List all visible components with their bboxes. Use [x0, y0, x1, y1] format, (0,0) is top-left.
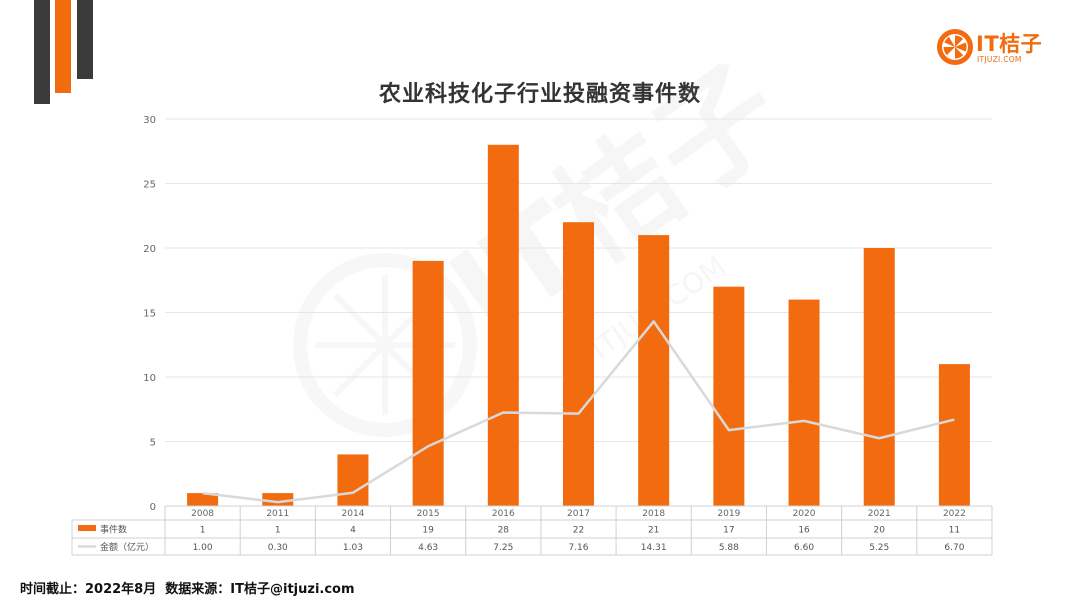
x-tick-label: 2011 [266, 509, 289, 519]
data-label-amount: 7.16 [568, 543, 588, 553]
orange-slice-icon [937, 29, 973, 65]
bar-2015 [412, 260, 444, 506]
data-label-events: 11 [949, 526, 960, 536]
bar-2008 [187, 493, 219, 506]
data-label-events: 20 [874, 526, 886, 536]
y-tick-label: 10 [143, 373, 156, 384]
decor-stripe-orange [55, 0, 71, 93]
bar-2019 [713, 286, 745, 506]
x-tick-label: 2014 [342, 509, 365, 519]
data-label-amount: 6.60 [794, 543, 814, 553]
x-tick-label: 2016 [492, 509, 515, 519]
chart-title: 农业科技化子行业投融资事件数 [378, 82, 701, 107]
data-label-amount: 1.03 [343, 543, 363, 553]
data-label-events: 4 [350, 526, 356, 536]
data-label-events: 17 [723, 526, 734, 536]
x-tick-label: 2019 [717, 509, 740, 519]
x-tick-label: 2020 [793, 509, 816, 519]
data-label-amount: 0.30 [268, 543, 288, 553]
x-tick-label: 2022 [943, 509, 966, 519]
data-label-amount: 6.70 [944, 543, 964, 553]
y-tick-label: 30 [143, 115, 156, 126]
bar-2020 [788, 299, 820, 506]
data-label-events: 19 [422, 526, 434, 536]
y-tick-label: 0 [150, 502, 156, 513]
bar-2022 [938, 364, 970, 506]
y-tick-label: 5 [150, 438, 156, 449]
bar-2021 [863, 248, 895, 506]
footer-date: 时间截止：2022年8月 [20, 582, 157, 597]
data-label-amount: 5.88 [719, 543, 739, 553]
data-label-amount: 14.31 [641, 543, 667, 553]
data-label-events: 21 [648, 526, 659, 536]
x-tick-label: 2017 [567, 509, 590, 519]
legend-key-events [78, 525, 96, 531]
legend-label-amount: 金额（亿元） [100, 541, 154, 553]
data-label-events: 1 [200, 526, 206, 536]
decor-stripe-dark-2 [77, 0, 93, 79]
data-label-amount: 1.00 [193, 543, 213, 553]
data-label-amount: 7.25 [493, 543, 513, 553]
bar-2011 [262, 493, 294, 506]
x-tick-label: 2008 [191, 509, 214, 519]
decor-stripe-dark-1 [34, 0, 50, 104]
watermark-orange-icon [293, 253, 477, 437]
bar-2018 [638, 235, 670, 506]
logo-text: IT桔子 [976, 32, 1043, 56]
y-tick-label: 25 [143, 180, 156, 191]
x-tick-label: 2015 [417, 509, 440, 519]
line-series-amount [202, 320, 955, 504]
bar-2017 [563, 222, 594, 506]
logo-subtext: ITJUZI.COM [977, 55, 1022, 64]
bar-2016 [487, 144, 519, 507]
data-label-events: 28 [498, 526, 510, 536]
legend-label-events: 事件数 [100, 524, 127, 536]
y-tick-label: 20 [143, 244, 156, 255]
x-tick-label: 2021 [868, 509, 891, 519]
x-tick-label: 2018 [642, 509, 665, 519]
data-label-events: 1 [275, 526, 281, 536]
footer-source: 数据来源：IT桔子@itjuzi.com [165, 582, 355, 597]
bar-2014 [337, 454, 369, 506]
brand-logo: IT桔子 ITJUZI.COM [936, 26, 1056, 70]
y-tick-label: 15 [143, 309, 156, 320]
footer-note: 时间截止：2022年8月 数据来源：IT桔子@itjuzi.com [20, 578, 355, 597]
data-label-amount: 5.25 [869, 543, 889, 553]
data-label-events: 16 [798, 526, 810, 536]
data-label-amount: 4.63 [418, 543, 438, 553]
data-label-events: 22 [573, 526, 584, 536]
watermark-text: IT桔子 [427, 40, 807, 364]
